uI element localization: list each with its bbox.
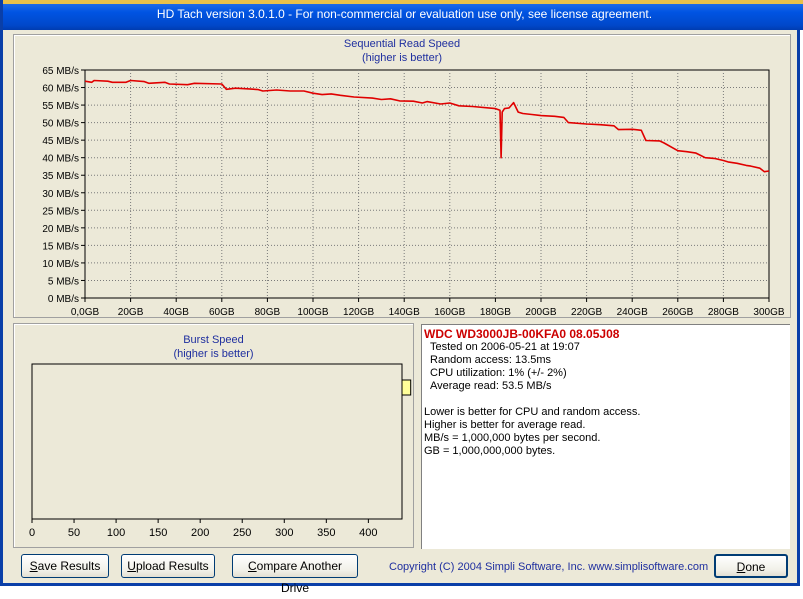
seq-y-tick-label: 20 MB/s: [42, 224, 79, 235]
seq-x-tick-label: 240GB: [617, 307, 648, 317]
drive-model: WDC WD3000JB-00KFA0 08.05J08: [424, 327, 620, 341]
seq-x-tick-label: 0,0GB: [71, 307, 100, 317]
results-panel: WDC WD3000JB-00KFA0 08.05J08 Tested on 2…: [421, 324, 790, 549]
burst-x-tick-label: 250: [233, 527, 251, 539]
note-mbs-definition: MB/s = 1,000,000 bytes per second.: [424, 432, 601, 444]
average-read: Average read: 53.5 MB/s: [430, 380, 552, 392]
seq-y-tick-label: 25 MB/s: [42, 206, 79, 217]
seq-y-tick-label: 35 MB/s: [42, 171, 79, 182]
seq-y-tick-label: 60 MB/s: [42, 84, 79, 95]
cpu-utilization: CPU utilization: 1% (+/- 2%): [430, 367, 567, 379]
note-lower-better: Lower is better for CPU and random acces…: [424, 406, 641, 418]
burst-x-tick-label: 150: [149, 527, 167, 539]
seq-x-tick-label: 180GB: [480, 307, 511, 317]
sequential-read-panel: Sequential Read Speed (higher is better)…: [13, 34, 791, 318]
burst-x-tick-label: 300: [275, 527, 293, 539]
compare-another-drive-button[interactable]: Compare Another Drive: [232, 554, 358, 595]
seq-chart-subtitle: (higher is better): [361, 52, 443, 64]
burst-speed-panel: Burst Speed (higher is better) SCSI Ultr…: [13, 323, 414, 548]
sequential-read-chart: 0 MB/s 5 MB/s 10 MB/s 15 MB/s 20 MB/s 25 MB/s…: [42, 66, 785, 317]
seq-x-tick-label: 280GB: [708, 307, 739, 317]
burst-x-tick-label: 350: [317, 527, 335, 539]
burst-chart-title: Burst Speed: [183, 334, 244, 346]
upload-results-button[interactable]: Upload Results: [121, 554, 215, 578]
burst-plot-area: [31, 363, 403, 520]
seq-y-tick-label: 50 MB/s: [42, 119, 79, 130]
note-higher-better: Higher is better for average read.: [424, 419, 586, 431]
seq-x-tick-label: 60GB: [209, 307, 235, 317]
compare-hotkey: C: [247, 559, 257, 573]
burst-x-tick-label: 0: [29, 527, 35, 539]
seq-y-tick-label: 30 MB/s: [42, 189, 79, 200]
compare-label: ompare Another Drive: [256, 559, 343, 595]
seq-y-tick-label: 15 MB/s: [42, 241, 79, 252]
done-hotkey: D: [736, 560, 746, 574]
seq-plot-area: [84, 69, 770, 299]
seq-read-series-line: [84, 79, 770, 173]
save-label: ave Results: [37, 559, 101, 573]
upload-hotkey: U: [127, 559, 136, 573]
seq-y-tick-label: 55 MB/s: [42, 101, 79, 112]
seq-x-tick-label: 120GB: [343, 307, 374, 317]
title-bar[interactable]: HD Tach version 3.0.1.0 - For non-commer…: [3, 0, 803, 30]
copyright-text: Copyright (C) 2004 Simpli Software, Inc.…: [389, 561, 709, 573]
save-results-button[interactable]: Save Results: [21, 554, 109, 578]
upload-label: pload Results: [135, 559, 209, 573]
seq-x-tick-label: 200GB: [525, 307, 556, 317]
seq-y-tick-label: 10 MB/s: [42, 259, 79, 270]
tested-on: Tested on 2006-05-21 at 19:07: [430, 341, 580, 353]
save-hotkey: S: [29, 559, 38, 573]
burst-x-tick-label: 400: [359, 527, 377, 539]
seq-chart-title: Sequential Read Speed: [343, 38, 461, 50]
seq-x-tick-label: 100GB: [297, 307, 328, 317]
seq-x-tick-label: 40GB: [163, 307, 189, 317]
window-title: HD Tach version 3.0.1.0 - For non-commer…: [156, 7, 653, 21]
burst-x-tick-label: 50: [68, 527, 80, 539]
seq-x-tick-label: 160GB: [434, 307, 465, 317]
seq-x-tick-label: 80GB: [255, 307, 281, 317]
burst-x-tick-label: 100: [107, 527, 125, 539]
done-label: one: [745, 560, 766, 574]
burst-chart-subtitle: (higher is better): [173, 348, 254, 360]
done-button[interactable]: Done: [714, 554, 788, 578]
seq-x-tick-label: 220GB: [571, 307, 602, 317]
seq-y-tick-label: 5 MB/s: [48, 276, 79, 287]
random-access: Random access: 13.5ms: [430, 354, 552, 366]
seq-y-tick-label: 40 MB/s: [42, 154, 79, 165]
seq-x-tick-label: 300GB: [753, 307, 784, 317]
burst-speed-chart: SCSI Ultra320SATA 150ATA UltraDMA 689.1 …: [29, 363, 412, 539]
seq-x-tick-label: 260GB: [662, 307, 693, 317]
title-bar-top-strip: [3, 0, 803, 4]
note-gb-definition: GB = 1,000,000,000 bytes.: [424, 445, 556, 457]
seq-y-tick-label: 45 MB/s: [42, 136, 79, 147]
seq-y-tick-label: 0 MB/s: [48, 294, 79, 305]
seq-x-tick-label: 140GB: [389, 307, 420, 317]
burst-x-tick-label: 200: [191, 527, 209, 539]
seq-x-tick-label: 20GB: [118, 307, 144, 317]
seq-y-tick-label: 65 MB/s: [42, 66, 79, 77]
